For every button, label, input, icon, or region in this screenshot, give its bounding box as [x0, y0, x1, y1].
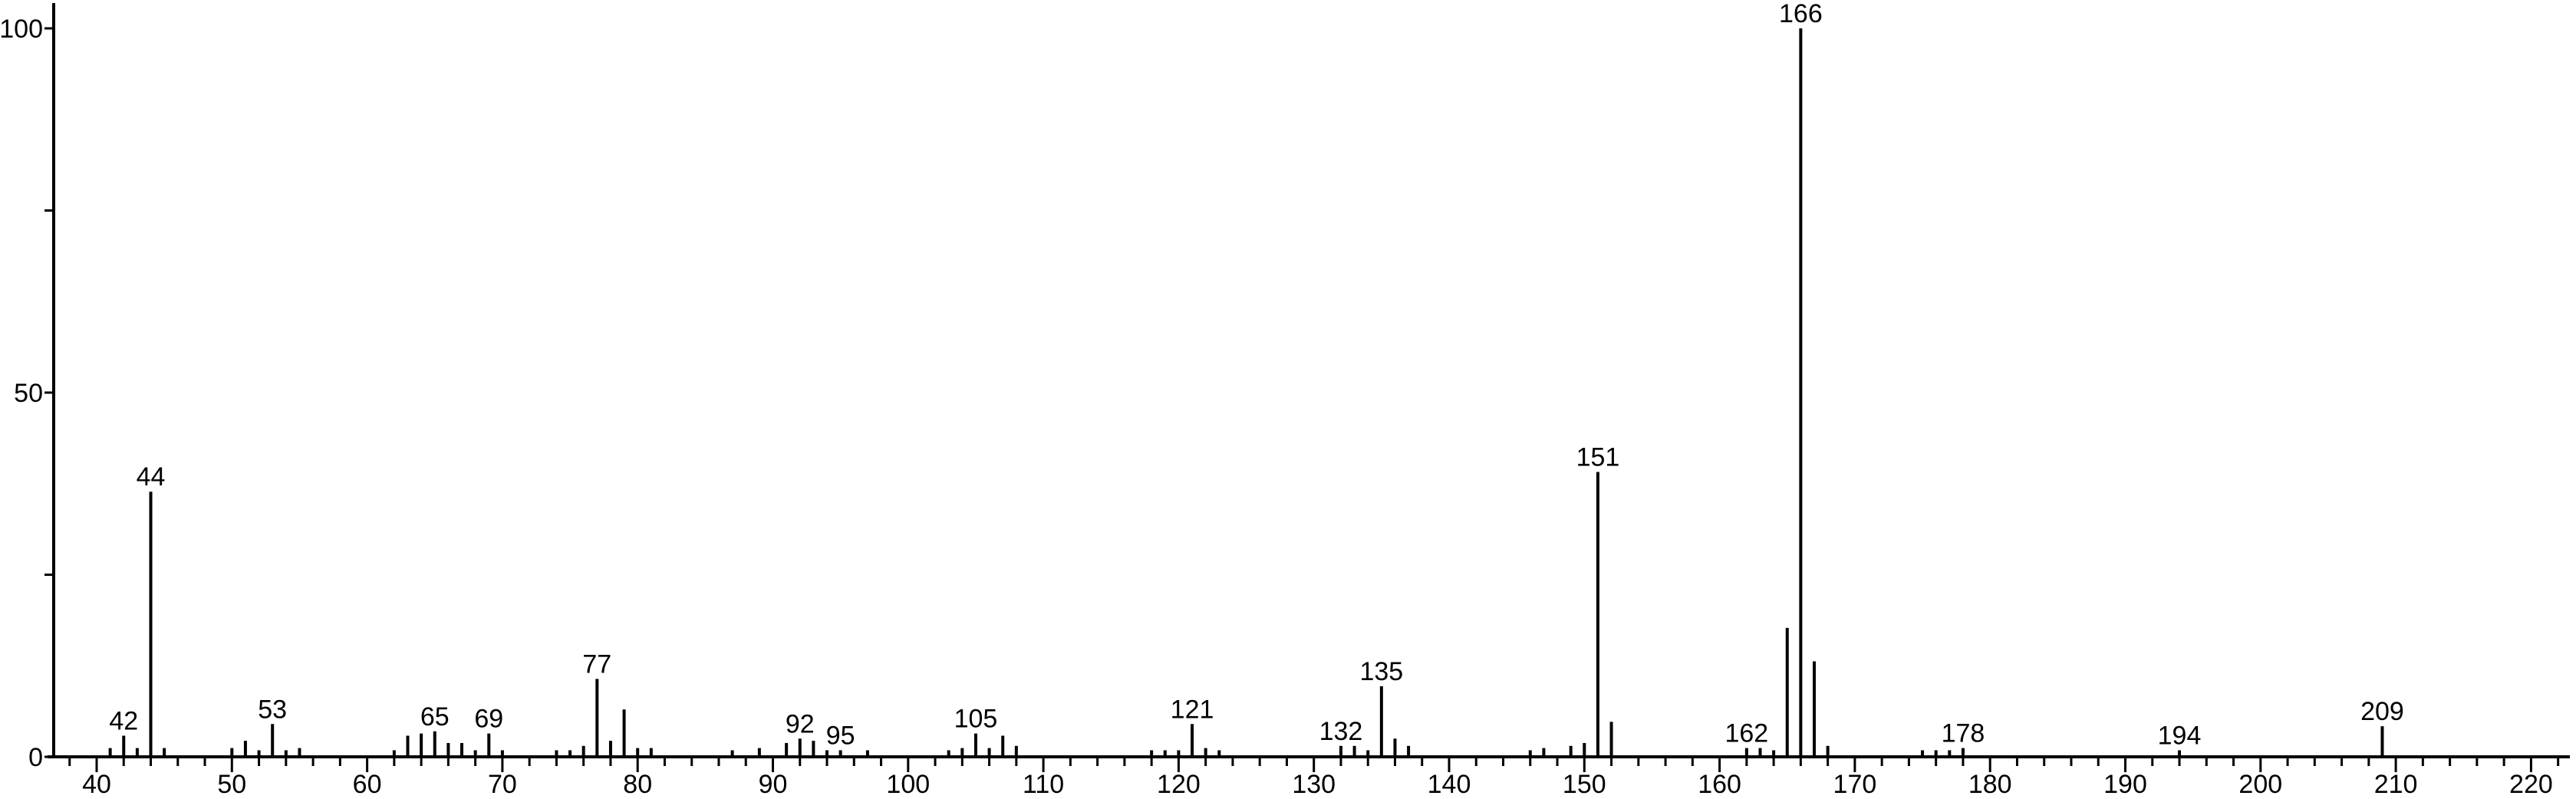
y-tick-label: 0: [28, 743, 43, 772]
x-tick-label: 40: [82, 770, 111, 799]
peak-label-132: 132: [1319, 717, 1363, 746]
x-tick-label: 90: [759, 770, 788, 799]
x-tick-label: 120: [1157, 770, 1201, 799]
x-tick-label: 170: [1833, 770, 1877, 799]
x-tick-label: 200: [2238, 770, 2282, 799]
x-tick-label: 150: [1563, 770, 1606, 799]
peak-label-105: 105: [954, 705, 998, 734]
x-tick-label: 100: [886, 770, 930, 799]
y-tick-label: 100: [0, 15, 43, 44]
x-tick-label: 210: [2374, 770, 2418, 799]
peak-label-151: 151: [1576, 443, 1620, 472]
peak-label-121: 121: [1171, 695, 1214, 724]
peak-label-53: 53: [258, 695, 287, 724]
x-tick-label: 220: [2509, 770, 2553, 799]
peak-label-209: 209: [2360, 697, 2404, 726]
x-tick-label: 190: [2103, 770, 2147, 799]
peak-label-178: 178: [1942, 719, 1985, 748]
x-tick-label: 180: [1968, 770, 2012, 799]
y-tick-label: 50: [14, 379, 43, 408]
peak-label-95: 95: [826, 721, 855, 750]
x-tick-label: 160: [1698, 770, 1741, 799]
peak-label-162: 162: [1724, 719, 1768, 748]
x-tick-label: 60: [353, 770, 382, 799]
peak-label-69: 69: [474, 705, 503, 734]
peak-label-166: 166: [1779, 0, 1823, 28]
peak-label-42: 42: [109, 706, 138, 735]
peak-label-65: 65: [420, 702, 450, 732]
x-tick-label: 140: [1428, 770, 1471, 799]
axes: 0 50 100 40 50 60 70 80 90 100 110 120 130 140 150 160 1…: [0, 3, 2570, 799]
peaks: [108, 28, 2384, 757]
x-tick-label: 70: [488, 770, 517, 799]
peak-labels: 42 44 53 65 69 77 92 95 105 121 132 135 151 162 166 178…: [109, 0, 2403, 750]
x-tick-label: 110: [1023, 770, 1064, 799]
peak-label-194: 194: [2158, 721, 2202, 750]
x-tick-label: 80: [623, 770, 652, 799]
x-tick-label: 130: [1292, 770, 1336, 799]
peak-label-77: 77: [582, 649, 611, 679]
peak-label-92: 92: [786, 709, 815, 738]
x-tick-label: 50: [217, 770, 246, 799]
peak-label-44: 44: [137, 462, 166, 492]
peak-label-135: 135: [1359, 657, 1403, 686]
